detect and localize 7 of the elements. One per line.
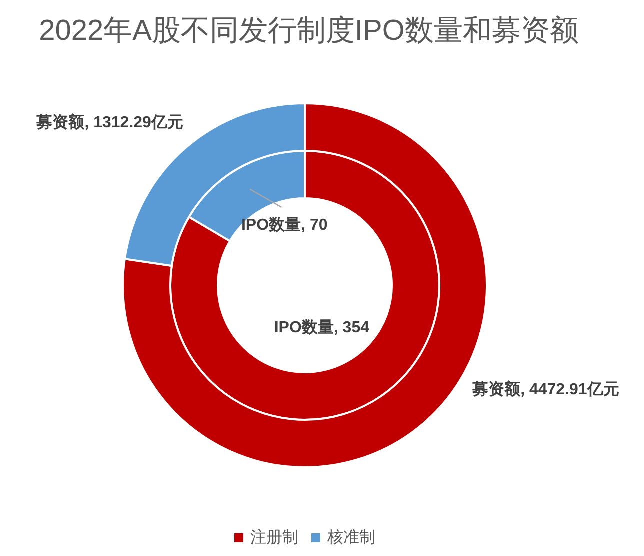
legend-label: 注册制	[250, 530, 298, 546]
label: 募资额, 1312.29亿元	[36, 114, 184, 132]
label: IPO数量, 70	[242, 216, 328, 234]
label: IPO数量, 354	[274, 320, 370, 337]
label: 募资额, 4472.91亿元	[472, 381, 620, 398]
legend-label: 核准制	[328, 530, 376, 546]
title: 2022年A股不同发行制度IPO数量和募资额	[39, 15, 579, 47]
